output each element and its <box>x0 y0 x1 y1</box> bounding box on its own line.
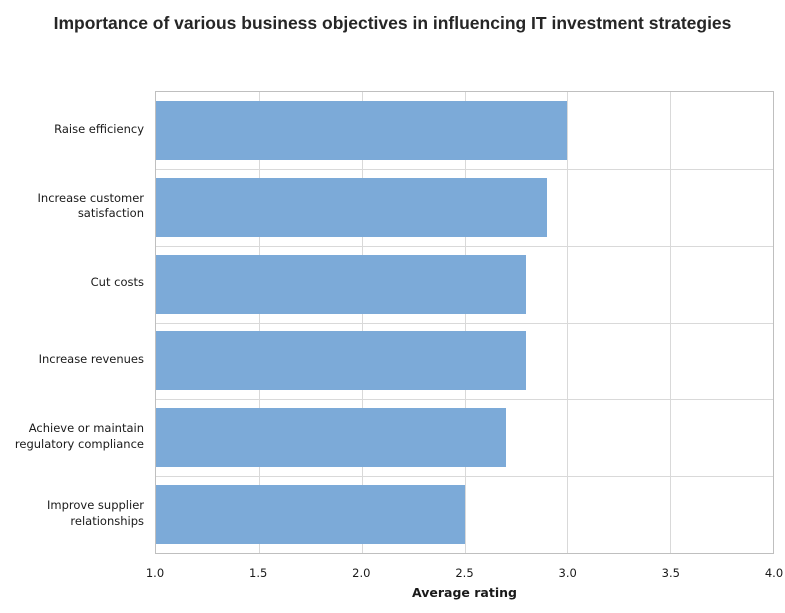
category-label: Achieve or maintain regulatory complianc… <box>14 421 144 451</box>
category-label: Increase customer satisfaction <box>37 190 144 221</box>
bar <box>156 254 527 314</box>
bar <box>156 177 547 237</box>
category-label: Cut costs <box>90 275 144 290</box>
category-label: Increase revenues <box>38 352 144 367</box>
category-label: Raise efficiency <box>54 121 144 136</box>
x-tick-label: 1.0 <box>145 566 165 580</box>
plot-area <box>155 91 774 554</box>
category-label: Improve supplier relationships <box>46 498 144 528</box>
x-axis-tick-labels: 1.0 1.5 2.0 2.5 3.0 3.5 4.0 <box>146 566 783 582</box>
x-tick-label: 4.0 <box>764 566 784 580</box>
horizontal-gridline <box>156 476 773 478</box>
horizontal-gridline <box>156 168 773 170</box>
x-tick-label: 3.5 <box>661 566 680 580</box>
x-tick-label: 2.0 <box>352 566 371 580</box>
horizontal-gridline <box>156 322 773 324</box>
chart-title: Importance of various business objective… <box>53 13 732 33</box>
y-axis-category-labels: Raise efficiency Increase customer satisf… <box>0 91 146 552</box>
bar <box>156 408 506 468</box>
horizontal-gridline <box>156 399 773 401</box>
x-tick-label: 1.5 <box>249 566 268 580</box>
x-tick-label: 3.0 <box>558 566 577 580</box>
bar <box>156 485 465 545</box>
x-axis-title: Average rating <box>412 585 517 600</box>
x-tick-label: 2.5 <box>455 566 474 580</box>
bar <box>156 331 527 391</box>
horizontal-gridline <box>156 245 773 247</box>
bar <box>156 100 568 160</box>
